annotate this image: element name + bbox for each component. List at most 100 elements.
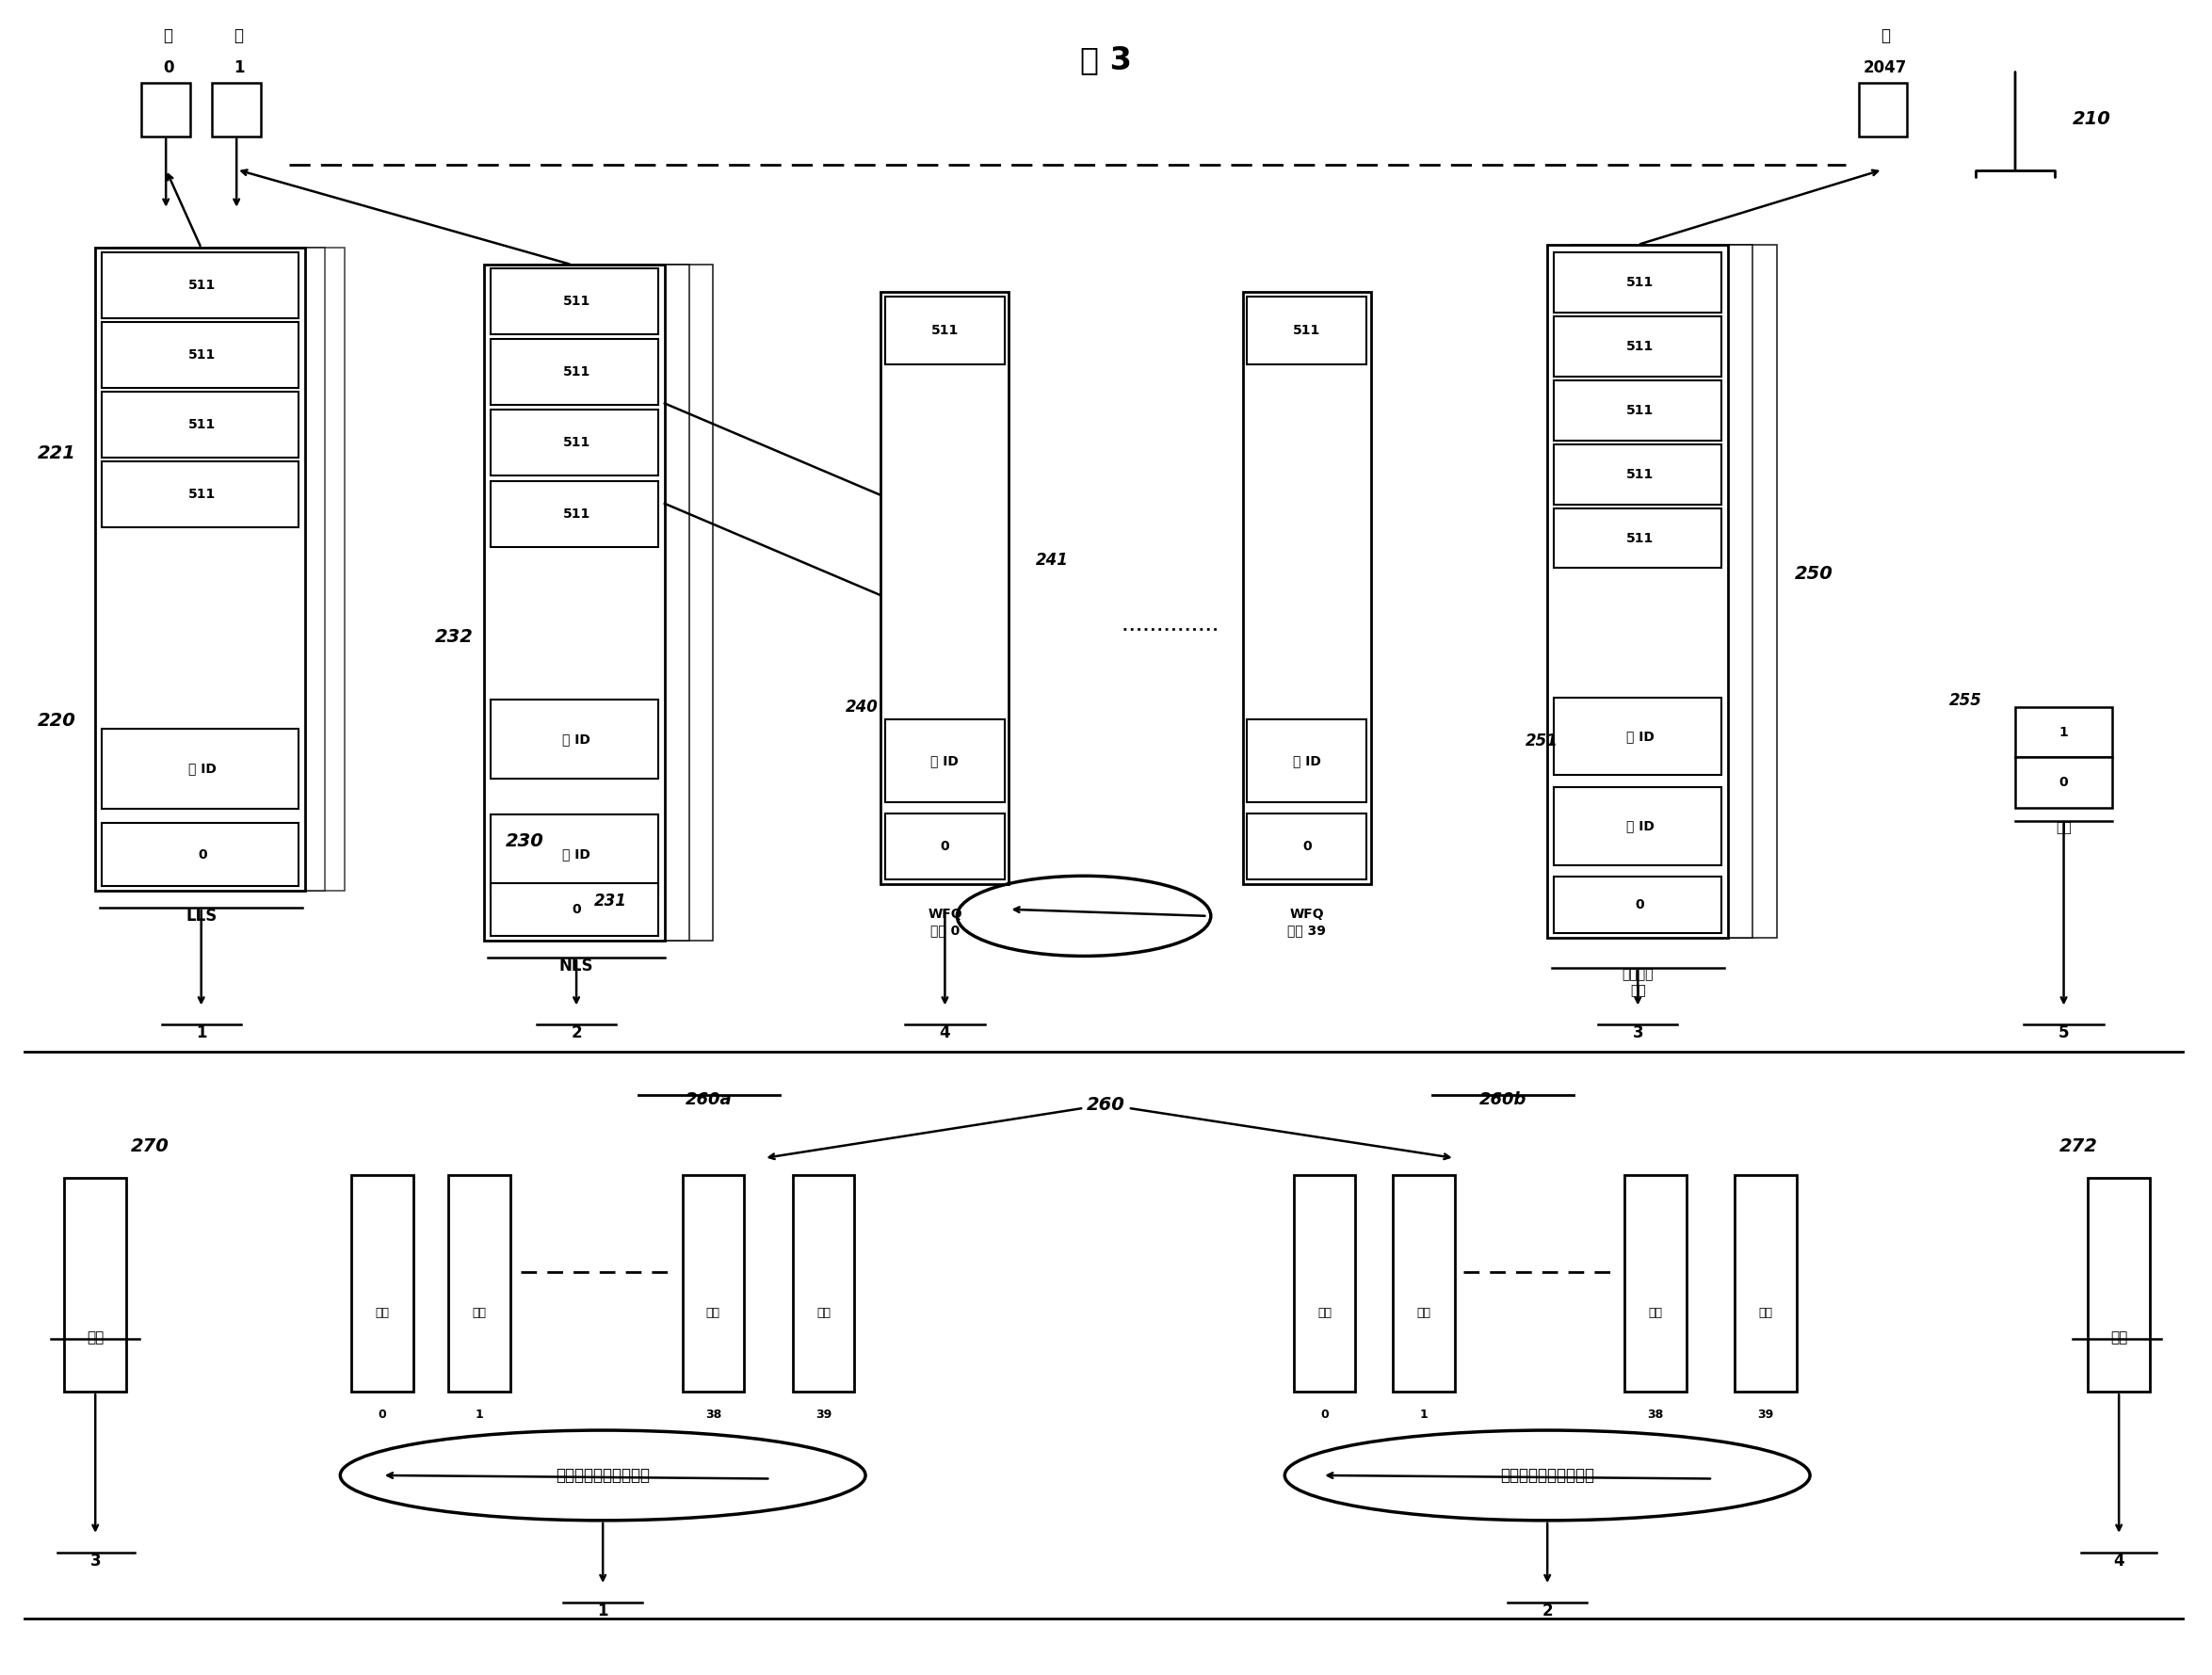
Text: 511: 511: [562, 508, 591, 521]
Bar: [491, 481, 657, 546]
Text: 2: 2: [571, 1025, 582, 1042]
Text: 轮询: 轮询: [2055, 821, 2073, 834]
Text: 1: 1: [232, 59, 243, 75]
Text: 轮询: 轮询: [2110, 1330, 2128, 1345]
Text: 221: 221: [38, 444, 77, 462]
Bar: [115, 248, 325, 891]
Bar: [1555, 876, 1721, 933]
Text: 0: 0: [940, 839, 949, 853]
Text: 0: 0: [197, 848, 208, 861]
Bar: [142, 82, 190, 136]
Bar: [792, 1174, 854, 1392]
Text: 230: 230: [507, 832, 544, 849]
Text: 511: 511: [1626, 276, 1655, 290]
Bar: [352, 1174, 414, 1392]
Bar: [1555, 317, 1721, 377]
Text: 5: 5: [2059, 1025, 2068, 1042]
Text: 1: 1: [476, 1409, 484, 1420]
Bar: [1248, 296, 1367, 363]
Text: 图 3: 图 3: [1079, 44, 1133, 75]
Bar: [509, 265, 688, 941]
Text: 流 ID: 流 ID: [1626, 730, 1655, 742]
Text: 1: 1: [1420, 1409, 1429, 1420]
Text: 0: 0: [1635, 898, 1644, 911]
Text: 39: 39: [816, 1409, 832, 1420]
Text: 210: 210: [2073, 111, 2110, 129]
Bar: [484, 265, 664, 941]
Bar: [1555, 787, 1721, 864]
Bar: [533, 265, 712, 941]
Bar: [681, 1174, 743, 1392]
Text: 511: 511: [1626, 340, 1655, 353]
Text: 流: 流: [234, 27, 243, 44]
Text: 0: 0: [1303, 839, 1312, 853]
Text: 端口: 端口: [706, 1307, 721, 1320]
Text: 511: 511: [562, 437, 591, 449]
Bar: [95, 248, 305, 891]
Bar: [212, 82, 261, 136]
Text: 2: 2: [1542, 1603, 1553, 1620]
Bar: [102, 322, 299, 387]
Text: 240: 240: [845, 698, 878, 715]
Text: 260a: 260a: [686, 1092, 732, 1109]
Bar: [64, 1178, 126, 1392]
Bar: [135, 248, 345, 891]
Text: 220: 220: [38, 712, 77, 730]
Bar: [1624, 1174, 1686, 1392]
Bar: [102, 251, 299, 318]
Text: 260: 260: [1086, 1097, 1126, 1114]
Bar: [1555, 444, 1721, 504]
Bar: [1555, 697, 1721, 776]
Text: 0: 0: [2059, 776, 2068, 789]
Text: 232: 232: [436, 628, 473, 647]
Text: 0: 0: [1321, 1409, 1329, 1420]
Bar: [885, 720, 1004, 802]
Bar: [2088, 1178, 2150, 1392]
Text: 270: 270: [131, 1137, 168, 1156]
Text: 流: 流: [1880, 27, 1889, 44]
Bar: [1548, 245, 1728, 938]
Text: 1: 1: [597, 1603, 608, 1620]
Bar: [491, 698, 657, 779]
Bar: [449, 1174, 511, 1392]
Text: 38: 38: [1648, 1409, 1663, 1420]
Text: NLS: NLS: [560, 958, 593, 975]
Text: 流 ID: 流 ID: [562, 848, 591, 861]
Text: 260b: 260b: [1480, 1092, 1526, 1109]
Bar: [885, 814, 1004, 879]
Text: 511: 511: [562, 365, 591, 379]
Text: 511: 511: [188, 278, 217, 291]
Text: 250: 250: [1794, 564, 1834, 583]
Text: 511: 511: [562, 295, 591, 308]
Text: 511: 511: [1626, 531, 1655, 544]
Text: 511: 511: [188, 417, 217, 430]
Text: WFQ
端口 0: WFQ 端口 0: [927, 908, 962, 936]
Text: 241: 241: [1035, 551, 1068, 570]
Text: 39: 39: [1759, 1409, 1774, 1420]
Bar: [491, 410, 657, 476]
Text: 511: 511: [188, 348, 217, 362]
Text: 511: 511: [1626, 467, 1655, 481]
Text: 272: 272: [2059, 1137, 2097, 1156]
Bar: [2015, 757, 2112, 807]
Text: 1: 1: [197, 1025, 206, 1042]
Text: 511: 511: [931, 323, 958, 337]
Text: 255: 255: [1949, 692, 1982, 709]
Bar: [1858, 82, 1907, 136]
Text: 端口: 端口: [1318, 1307, 1332, 1320]
Bar: [880, 291, 1009, 884]
Bar: [1573, 245, 1752, 938]
Bar: [1248, 720, 1367, 802]
Bar: [1248, 814, 1367, 879]
Text: 1: 1: [2059, 725, 2068, 739]
Bar: [102, 729, 299, 809]
Text: 低优先级目标端口队列: 低优先级目标端口队列: [1500, 1467, 1595, 1484]
Text: 端口: 端口: [471, 1307, 487, 1320]
Text: 高优先级目标端口队列: 高优先级目标端口队列: [555, 1467, 650, 1484]
Bar: [491, 268, 657, 335]
Text: 4: 4: [2112, 1553, 2124, 1569]
Text: 端口: 端口: [1416, 1307, 1431, 1320]
Bar: [491, 814, 657, 894]
Text: 2047: 2047: [1863, 59, 1907, 75]
Text: 511: 511: [188, 487, 217, 501]
